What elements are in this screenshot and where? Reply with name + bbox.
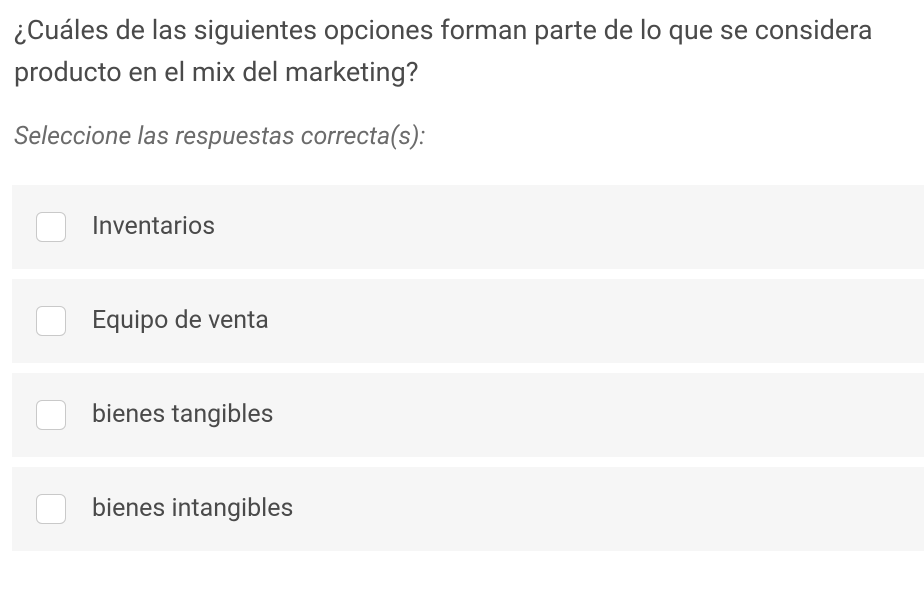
option-row[interactable]: Equipo de venta <box>12 279 924 363</box>
quiz-container: ¿Cuáles de las siguientes opciones forma… <box>0 0 924 551</box>
option-label: bienes tangibles <box>92 400 274 429</box>
option-label: Equipo de venta <box>92 306 269 335</box>
checkbox[interactable] <box>36 306 66 336</box>
question-text: ¿Cuáles de las siguientes opciones forma… <box>14 10 924 94</box>
option-row[interactable]: bienes tangibles <box>12 373 924 457</box>
checkbox[interactable] <box>36 400 66 430</box>
option-label: bienes intangibles <box>92 494 293 523</box>
option-row[interactable]: Inventarios <box>12 185 924 269</box>
options-list: Inventarios Equipo de venta bienes tangi… <box>12 185 924 551</box>
option-label: Inventarios <box>92 212 215 241</box>
checkbox[interactable] <box>36 494 66 524</box>
option-row[interactable]: bienes intangibles <box>12 467 924 551</box>
instruction-text: Seleccione las respuestas correcta(s): <box>14 122 924 151</box>
checkbox[interactable] <box>36 212 66 242</box>
